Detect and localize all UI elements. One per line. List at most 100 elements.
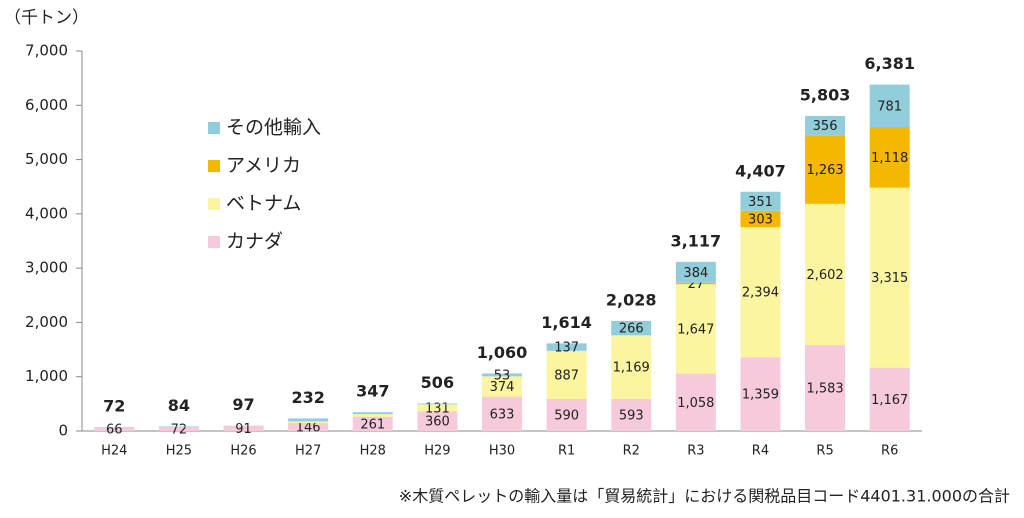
bar-segment (740, 191, 781, 211)
value-label: 593 (619, 408, 644, 423)
total-label: 5,803 (800, 85, 851, 104)
bar-segment (805, 135, 846, 204)
value-label: 1,583 (806, 382, 843, 397)
bar-segment (611, 398, 652, 431)
y-tick-label: 5,000 (25, 150, 68, 168)
bar-segment (288, 423, 329, 431)
bar-segment (805, 203, 846, 346)
bar-segment (546, 398, 587, 431)
bar-segment (352, 414, 393, 417)
value-label: 137 (554, 341, 579, 356)
x-tick-label: H25 (166, 444, 192, 459)
value-label: 1,058 (677, 396, 714, 411)
value-label: 1,167 (871, 393, 908, 408)
value-label: 356 (813, 119, 838, 134)
bar-segment (675, 284, 716, 374)
value-label: 781 (877, 99, 902, 114)
y-tick-label: 0 (58, 422, 68, 440)
total-label: 2,028 (606, 290, 657, 309)
y-tick-label: 1,000 (25, 367, 68, 385)
total-label: 1,060 (477, 343, 528, 362)
value-label: 3,315 (871, 271, 908, 286)
bar-segment (675, 261, 716, 283)
bar-segment (546, 343, 587, 351)
value-label: 633 (490, 407, 515, 422)
y-tick-label: 3,000 (25, 259, 68, 277)
value-label: 91 (235, 422, 252, 437)
value-label: 887 (554, 368, 579, 383)
x-tick-label: R4 (752, 444, 769, 459)
y-tick-label: 7,000 (25, 42, 68, 60)
value-label: 590 (554, 408, 579, 423)
x-tick-label: H24 (101, 444, 127, 459)
bar-segment (805, 115, 846, 136)
x-tick-label: R1 (558, 444, 575, 459)
value-label: 261 (360, 417, 385, 432)
bar-segment (288, 421, 329, 424)
bar-segment (740, 357, 781, 431)
total-label: 1,614 (541, 313, 592, 332)
legend-label: ベトナム (226, 193, 301, 215)
bar-segment (417, 411, 458, 431)
footnote: ※木質ペレットの輸入量は「貿易統計」における関税品目コード4401.31.000… (399, 487, 1010, 506)
bar-segment (740, 227, 781, 358)
value-label: 53 (494, 368, 511, 383)
x-tick-label: H30 (489, 444, 515, 459)
value-label: 1,118 (871, 151, 908, 166)
legend-label: アメリカ (226, 155, 301, 177)
bar-segment (288, 418, 329, 422)
bar-segment (805, 345, 846, 431)
bar-segment (869, 187, 910, 368)
value-label: 66 (106, 423, 123, 438)
total-label: 6,381 (864, 54, 915, 73)
value-label: 1,647 (677, 322, 714, 337)
bar-segment (417, 403, 458, 405)
bar-segment (546, 350, 587, 399)
bar-segment (611, 335, 652, 399)
unit-label: （千トン） (4, 8, 89, 28)
bar-segment (482, 376, 522, 397)
legend-swatch (208, 198, 220, 210)
x-tick-label: R5 (816, 444, 833, 459)
total-label: 4,407 (735, 161, 786, 180)
legend-swatch (208, 122, 220, 134)
x-tick-label: H26 (230, 444, 256, 459)
value-label: 351 (748, 195, 773, 210)
bar-segment (869, 367, 910, 431)
y-tick-label: 4,000 (25, 204, 68, 222)
bar-segment (869, 127, 910, 188)
x-tick-label: H29 (424, 444, 450, 459)
total-label: 347 (356, 382, 389, 401)
bar-segment (223, 426, 264, 431)
x-tick-label: R2 (623, 444, 640, 459)
bar-segment (352, 416, 393, 431)
bar-segment (675, 282, 716, 285)
value-label: 384 (683, 266, 708, 281)
bar-segment (352, 412, 393, 415)
value-label: 1,263 (806, 163, 843, 178)
value-label: 374 (490, 380, 515, 395)
bar-segment (869, 84, 910, 127)
value-label: 1,169 (613, 361, 650, 376)
x-tick-label: H28 (360, 444, 386, 459)
bar-segment (158, 426, 199, 428)
total-label: 84 (168, 396, 190, 415)
total-label: 506 (421, 373, 454, 392)
y-tick-label: 2,000 (25, 313, 68, 331)
bar-segment (740, 210, 781, 228)
legend-label: カナダ (226, 231, 283, 253)
value-label: 146 (296, 421, 321, 436)
bar-segment (158, 427, 199, 431)
x-tick-label: H27 (295, 444, 321, 459)
bar-segment (482, 396, 522, 431)
legend-swatch (208, 236, 220, 248)
bar-segment (94, 427, 135, 431)
value-label: 131 (425, 401, 450, 416)
bar-segment (611, 320, 652, 336)
value-label: 72 (171, 423, 188, 438)
bar-segment (675, 373, 716, 431)
value-label: 1,359 (742, 388, 779, 403)
value-label: 360 (425, 415, 450, 430)
total-label: 3,117 (671, 231, 722, 250)
